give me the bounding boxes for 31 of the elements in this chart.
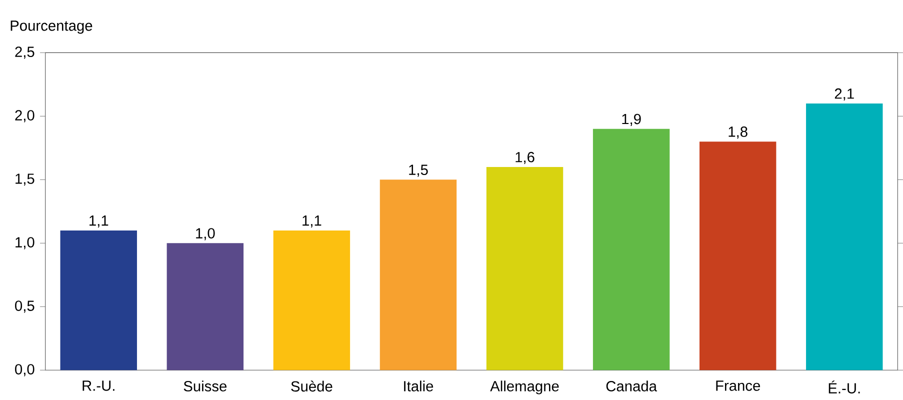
y-tick-label: 2,5: [15, 46, 34, 59]
data-label: 1,6: [516, 152, 534, 164]
data-label: 1,5: [409, 164, 428, 177]
bar: [380, 180, 457, 370]
x-tick-label: R.-U.: [82, 380, 114, 391]
bar: [592, 128, 670, 370]
bar: [273, 230, 350, 370]
x-tick-label: Suisse: [184, 380, 227, 392]
x-tick-label: France: [716, 380, 760, 391]
bar: [60, 230, 137, 370]
y-tick-label: 1,0: [16, 237, 34, 250]
x-tick-label: Allemagne: [490, 380, 559, 394]
x-tick-label: Suède: [291, 380, 332, 392]
data-label: 1,9: [622, 114, 641, 126]
bar: [166, 243, 244, 370]
bar: [699, 142, 776, 370]
data-label: 1,0: [196, 228, 215, 240]
x-tick-label: Canada: [606, 380, 657, 392]
x-tick-label: É.-U.: [828, 380, 860, 394]
y-tick-label: 0,0: [15, 364, 34, 376]
y-tick-label: 1,5: [16, 174, 34, 186]
x-tick-label: Italie: [404, 380, 434, 392]
data-label: 1,1: [90, 215, 108, 228]
y-axis-title: Pourcentage: [10, 20, 92, 34]
data-label: 2,1: [834, 88, 854, 100]
data-label: 1,1: [302, 215, 322, 228]
bar: [486, 166, 564, 370]
y-tick-label: 2,0: [15, 110, 34, 122]
data-label: 1,8: [728, 126, 748, 139]
y-tick-label: 0,5: [15, 300, 34, 313]
bar: [806, 103, 883, 370]
